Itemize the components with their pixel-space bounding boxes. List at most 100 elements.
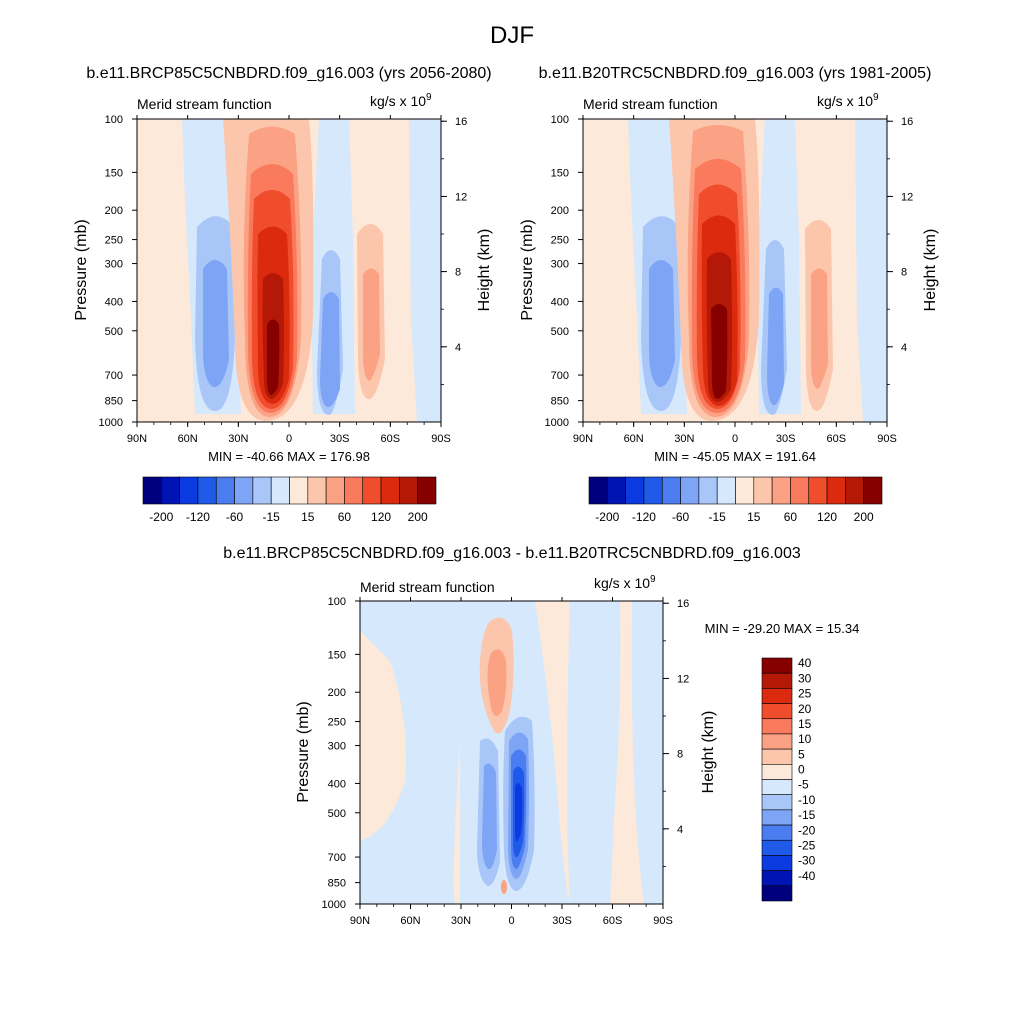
colorbar-swatch — [252, 476, 272, 505]
y2-tick-label: 12 — [901, 191, 913, 203]
colorbar-label: 60 — [784, 510, 798, 524]
colorbar-swatch — [325, 476, 345, 505]
colorbar-swatch — [761, 748, 793, 765]
panel-units-exp: 9 — [426, 92, 432, 103]
colorbar-label: 25 — [798, 687, 812, 701]
x-tick-label: 90N — [127, 433, 147, 445]
panel-left-label: Merid stream function — [360, 579, 495, 595]
colorbar-label: 15 — [747, 510, 761, 524]
colorbar-swatch — [761, 657, 793, 674]
y-tick-label: 1000 — [545, 417, 569, 429]
colorbar-label: -25 — [798, 838, 816, 852]
y-tick-label: 300 — [551, 259, 569, 271]
y-tick-label: 250 — [105, 235, 123, 247]
colorbar-label: 15 — [301, 510, 315, 524]
panel-subtitle: b.e11.BRCP85C5CNBDRD.f09_g16.003 (yrs 20… — [86, 65, 491, 82]
colorbar-label: -40 — [798, 869, 816, 883]
y-tick-label: 250 — [551, 235, 569, 247]
x-tick-label: 0 — [508, 915, 514, 927]
contour-hadley-7 — [711, 304, 728, 399]
colorbar-label: 120 — [817, 510, 837, 524]
x-tick-label: 90N — [350, 915, 370, 927]
contour-neg-far-south — [855, 119, 887, 422]
colorbar-swatch — [698, 476, 718, 505]
plot-area: 90N 60N 30N 0 30S 60S 90S 100 150 200 250 300 400 50… — [322, 596, 690, 927]
y-tick-label: 1000 — [99, 417, 123, 429]
colorbar-swatch — [753, 476, 773, 505]
min-max-readout: MIN = -29.20 MAX = 15.34 — [705, 621, 860, 636]
colorbar-swatch — [761, 824, 793, 841]
colorbar-swatch — [362, 476, 382, 505]
colorbar-swatch — [761, 839, 793, 856]
y2-axis-label: Height (km) — [476, 229, 493, 312]
contour-neg-south-3 — [767, 287, 784, 406]
y2-tick-label: 16 — [901, 116, 913, 128]
y-axis-label: Pressure (mb) — [295, 701, 312, 802]
colorbar-swatch — [344, 476, 364, 505]
panel-units-text: kg/s x 10 — [817, 93, 873, 109]
y-tick-label: 500 — [105, 326, 123, 338]
colorbar-label: -200 — [595, 510, 619, 524]
colorbar-swatch — [790, 476, 810, 505]
y-tick-label: 700 — [328, 852, 346, 864]
colorbar-swatch — [808, 476, 828, 505]
colorbar-swatch — [680, 476, 700, 505]
y-tick-label: 200 — [328, 687, 346, 699]
x-tick-label: 60S — [827, 433, 847, 445]
figure-title: DJF — [490, 22, 534, 49]
colorbar-swatch — [826, 476, 846, 505]
y-tick-label: 850 — [551, 396, 569, 408]
colorbar-swatch — [588, 476, 608, 505]
colorbar-swatch — [142, 476, 162, 505]
panel-subtitle: b.e11.B20TRC5CNBDRD.f09_g16.003 (yrs 198… — [539, 65, 932, 82]
x-tick-label: 90S — [431, 433, 451, 445]
colorbar-swatch — [761, 688, 793, 704]
colorbar-swatch — [761, 764, 793, 780]
colorbar-swatch — [289, 476, 309, 505]
y-tick-label: 200 — [105, 205, 123, 217]
colorbar-swatch — [307, 476, 327, 505]
colorbar-swatch — [863, 476, 883, 505]
contour-pos-south-2 — [811, 268, 828, 389]
x-tick-label: 60S — [381, 433, 401, 445]
min-max-readout: MIN = -40.66 MAX = 176.98 — [208, 449, 370, 464]
panel-units: kg/s x 109 — [370, 92, 432, 109]
colorbar-label: -20 — [798, 823, 816, 837]
y2-tick-label: 8 — [901, 267, 907, 279]
contour-neg-north-3 — [203, 260, 229, 388]
colorbar-swatch — [270, 476, 290, 505]
colorbar-label: 120 — [371, 510, 391, 524]
colorbar-swatch — [215, 476, 235, 505]
y2-tick-label: 16 — [455, 116, 467, 128]
colorbar-swatch — [761, 779, 793, 795]
colorbar-swatch — [761, 870, 793, 887]
colorbar-swatch — [716, 476, 736, 505]
x-tick-label: 30S — [330, 433, 350, 445]
panel-units: kg/s x 109 — [817, 92, 879, 109]
colorbar-label: 20 — [798, 702, 812, 716]
colorbar-swatch — [625, 476, 645, 505]
x-tick-label: 30N — [451, 915, 471, 927]
colorbar-label: 200 — [408, 510, 428, 524]
y-tick-label: 850 — [105, 396, 123, 408]
colorbar-swatch — [771, 476, 791, 505]
y-tick-label: 400 — [105, 296, 123, 308]
colorbar-swatch — [761, 703, 793, 720]
plot-area: 90N 60N 30N 0 30S 60S 90S 100 150 200 250 300 400 50… — [545, 114, 914, 445]
colorbar-label: -15 — [709, 510, 727, 524]
colorbar-label: 10 — [798, 732, 812, 746]
y-axis-label: Pressure (mb) — [73, 219, 90, 320]
panel-20thc: b.e11.B20TRC5CNBDRD.f09_g16.003 (yrs 198… — [519, 65, 939, 524]
colorbar-swatch — [845, 476, 864, 505]
colorbar-label: -15 — [798, 808, 816, 822]
contour-pos-upper-2 — [487, 649, 507, 716]
colorbar-swatch — [761, 718, 793, 735]
y-tick-label: 400 — [551, 296, 569, 308]
y-tick-label: 850 — [328, 878, 346, 890]
y-tick-label: 700 — [105, 370, 123, 382]
y-tick-label: 250 — [328, 717, 346, 729]
colorbar-label: 40 — [798, 656, 812, 670]
colorbar-swatch — [417, 476, 437, 505]
